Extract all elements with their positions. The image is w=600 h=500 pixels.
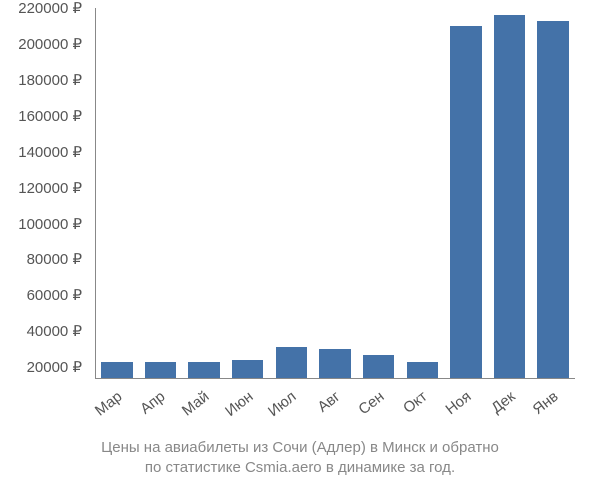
chart-plot-area: [95, 8, 575, 378]
bar: [232, 360, 263, 378]
y-tick-label: 20000 ₽: [27, 358, 82, 376]
y-tick-label: 60000 ₽: [27, 286, 82, 304]
x-tick-label: Сен: [355, 388, 387, 418]
y-tick-label: 160000 ₽: [18, 107, 82, 125]
bar: [145, 362, 176, 378]
bar: [407, 362, 438, 378]
y-tick-label: 220000 ₽: [18, 0, 82, 17]
bar: [537, 21, 568, 378]
y-tick-label: 100000 ₽: [18, 215, 82, 233]
bar: [101, 362, 132, 378]
bars-container: [95, 8, 575, 378]
x-tick-label: Май: [179, 388, 213, 419]
x-axis-labels: Мар Апр Май Июн Июл Авг Сен Окт Ноя Дек Янв: [95, 382, 575, 442]
x-tick-label: Апр: [138, 388, 169, 418]
y-tick-label: 140000 ₽: [18, 143, 82, 161]
x-tick-label: Июн: [222, 388, 256, 420]
x-tick-label: Июл: [265, 388, 299, 420]
x-axis-line: [95, 378, 575, 379]
x-tick-label: Ноя: [442, 388, 474, 418]
x-tick-label: Окт: [400, 388, 430, 417]
y-tick-label: 180000 ₽: [18, 71, 82, 89]
y-axis: 20000 ₽ 40000 ₽ 60000 ₽ 80000 ₽ 100000 ₽ 1200…: [0, 8, 90, 378]
x-tick-label: Авг: [315, 388, 344, 416]
x-tick-label: Дек: [488, 388, 518, 417]
caption-line-2: по статистике Csmia.aero в динамике за г…: [0, 458, 600, 478]
y-tick-label: 40000 ₽: [27, 322, 82, 340]
bar: [276, 347, 307, 378]
y-tick-label: 200000 ₽: [18, 35, 82, 53]
x-tick-label: Мар: [92, 388, 126, 419]
bar: [188, 362, 219, 378]
bar: [319, 349, 350, 378]
x-tick-label: Янв: [530, 388, 562, 418]
chart-caption: Цены на авиабилеты из Сочи (Адлер) в Мин…: [0, 438, 600, 479]
bar: [363, 355, 394, 378]
bar: [494, 15, 525, 378]
y-tick-label: 120000 ₽: [18, 179, 82, 197]
y-tick-label: 80000 ₽: [27, 250, 82, 268]
bar: [450, 26, 481, 378]
caption-line-1: Цены на авиабилеты из Сочи (Адлер) в Мин…: [0, 438, 600, 458]
